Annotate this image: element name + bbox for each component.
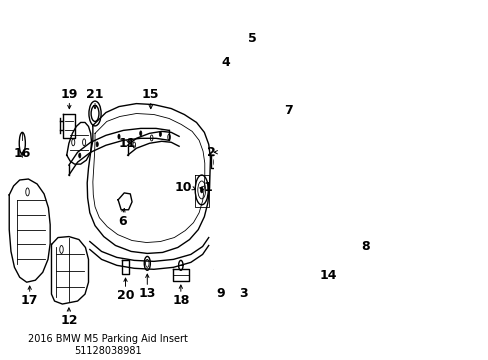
Text: 7: 7: [283, 104, 292, 117]
Text: 18: 18: [172, 294, 189, 307]
Text: 19: 19: [61, 87, 78, 100]
Text: 4: 4: [221, 56, 229, 69]
Text: 14: 14: [319, 269, 336, 282]
Text: 12: 12: [60, 314, 78, 327]
Text: 5: 5: [247, 32, 256, 45]
Text: 13: 13: [138, 287, 156, 300]
Text: 3: 3: [239, 287, 247, 300]
Circle shape: [200, 187, 203, 193]
Circle shape: [79, 153, 81, 158]
Circle shape: [159, 131, 161, 136]
Text: 15: 15: [142, 87, 159, 100]
Text: 6: 6: [118, 215, 126, 228]
Text: 9: 9: [216, 287, 225, 300]
Text: 2016 BMW M5 Parking Aid Insert: 2016 BMW M5 Parking Aid Insert: [28, 334, 187, 344]
Text: 51128038981: 51128038981: [74, 346, 141, 356]
Text: 11: 11: [119, 137, 136, 150]
Text: 10: 10: [174, 181, 191, 194]
Text: 1: 1: [203, 181, 212, 194]
Circle shape: [118, 134, 120, 139]
Circle shape: [96, 142, 98, 147]
Text: 21: 21: [86, 87, 103, 100]
Text: 20: 20: [117, 289, 134, 302]
Text: 16: 16: [14, 147, 31, 160]
Text: 8: 8: [361, 239, 369, 252]
Circle shape: [140, 131, 142, 136]
Text: 17: 17: [21, 294, 39, 307]
Text: 2: 2: [206, 146, 215, 159]
